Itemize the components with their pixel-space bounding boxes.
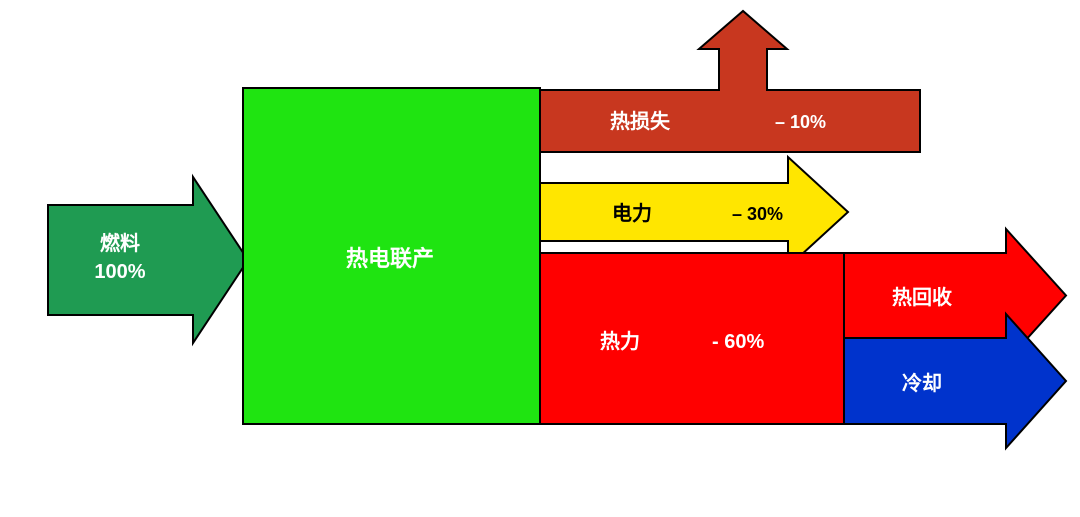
electric-label: 电力 bbox=[612, 202, 652, 225]
electric-arrow bbox=[540, 157, 848, 267]
electric-value: – 30% bbox=[732, 204, 783, 224]
fuel-label: 燃料 bbox=[100, 231, 140, 255]
heat-loss-label: 热损失 bbox=[610, 109, 671, 133]
fuel-value: 100% bbox=[94, 261, 145, 283]
chp-label: 热电联产 bbox=[346, 246, 434, 271]
heat-loss-arrow bbox=[540, 11, 920, 152]
heat-power-block bbox=[540, 253, 844, 424]
cooling-label: 冷却 bbox=[902, 371, 942, 395]
heat-recovery-label: 热回收 bbox=[892, 285, 952, 309]
heat-power-value: - 60% bbox=[712, 331, 764, 353]
fuel-input-arrow bbox=[48, 177, 248, 343]
heat-loss-value: – 10% bbox=[775, 112, 826, 132]
heat-power-label: 热力 bbox=[600, 330, 640, 353]
sankey-diagram: 燃料 100% 热电联产 热损失 – 10% 电力 – 30% 热力 - 60% 热回收冷却 bbox=[0, 0, 1080, 517]
